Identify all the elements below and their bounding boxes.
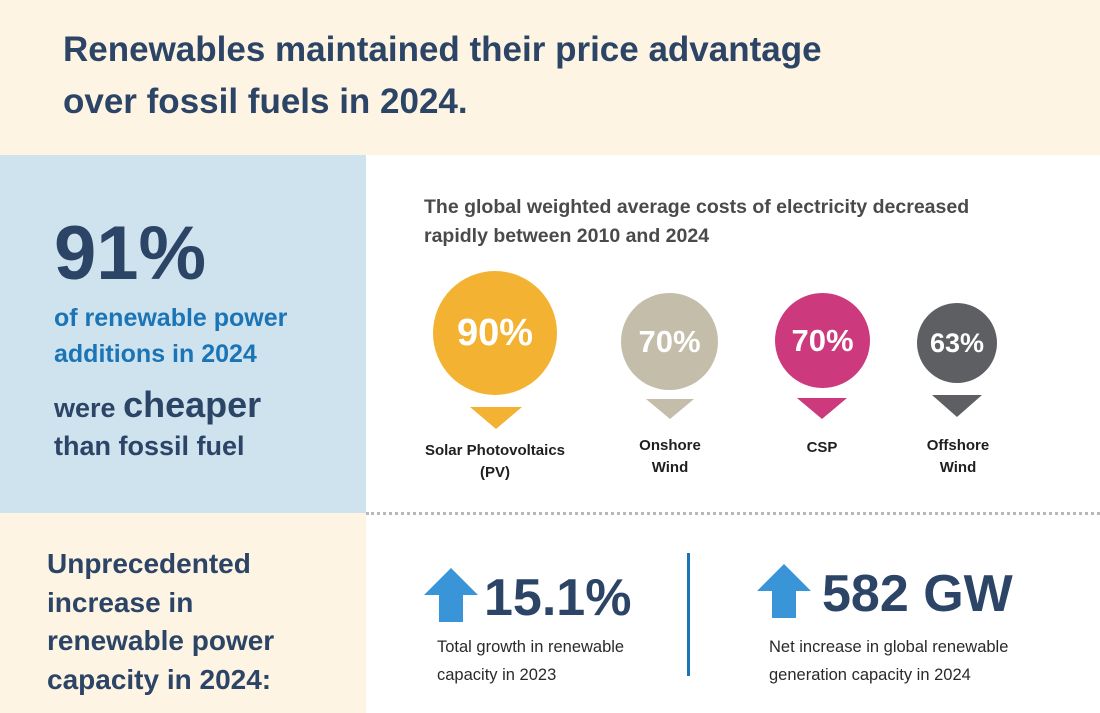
offshore-wind-pointer-icon bbox=[932, 395, 982, 417]
highlight-line-2: additions in 2024 bbox=[54, 340, 257, 368]
up-arrow-icon bbox=[757, 564, 811, 618]
solar-pv-bubble: 90% bbox=[433, 271, 557, 395]
onshore-wind-pointer-icon bbox=[646, 399, 694, 419]
csp-pointer-icon bbox=[797, 398, 847, 419]
csp-label: CSP bbox=[806, 439, 838, 456]
highlight-conclusion: were cheaper than fossil fuel bbox=[54, 386, 364, 465]
highlight-were: were bbox=[54, 393, 116, 423]
section-divider bbox=[366, 512, 1100, 515]
offshore-wind-label: Offshore Wind bbox=[926, 437, 990, 476]
stats-divider bbox=[687, 553, 690, 676]
net-increase-description: Net increase in global renewable generat… bbox=[769, 638, 1009, 684]
net-increase-value: 582 GW bbox=[822, 565, 1013, 623]
capacity-panel bbox=[0, 513, 366, 713]
costs-heading-line-2: rapidly between 2010 and 2024 bbox=[424, 225, 710, 247]
costs-heading: The global weighted average costs of ele… bbox=[424, 193, 1064, 251]
onshore-wind-label: Onshore Wind bbox=[639, 437, 701, 476]
growth-percent-description: Total growth in renewable capacity in 20… bbox=[437, 638, 625, 684]
solar-pv-label: Solar Photovoltaics (PV) bbox=[424, 442, 566, 481]
growth-percent-value: 15.1% bbox=[484, 569, 632, 627]
capacity-heading: Unprecedented increase in renewable powe… bbox=[47, 548, 275, 695]
csp-bubble: 70% bbox=[775, 293, 870, 388]
title-line-2: over fossil fuels in 2024. bbox=[63, 82, 468, 121]
solar-pv-pointer-icon bbox=[470, 407, 522, 429]
highlight-percent: 91% bbox=[54, 211, 207, 296]
csp-value: 70% bbox=[791, 322, 854, 358]
onshore-wind-value: 70% bbox=[638, 323, 701, 359]
offshore-wind-bubble: 63% bbox=[917, 303, 997, 383]
highlight-panel bbox=[0, 155, 366, 513]
highlight-line-1: of renewable power bbox=[54, 304, 288, 332]
highlight-description: of renewable power additions in 2024 bbox=[54, 300, 354, 372]
title-line-1: Renewables maintained their price advant… bbox=[63, 30, 822, 69]
solar-pv-value: 90% bbox=[456, 311, 534, 354]
highlight-cheaper: cheaper bbox=[123, 384, 262, 425]
up-arrow-icon bbox=[424, 568, 478, 622]
costs-heading-line-1: The global weighted average costs of ele… bbox=[424, 196, 970, 218]
highlight-than: than fossil fuel bbox=[54, 431, 245, 461]
offshore-wind-value: 63% bbox=[929, 327, 985, 358]
page-title: Renewables maintained their price advant… bbox=[63, 24, 963, 128]
header-banner bbox=[0, 0, 1100, 155]
onshore-wind-bubble: 70% bbox=[621, 293, 718, 390]
